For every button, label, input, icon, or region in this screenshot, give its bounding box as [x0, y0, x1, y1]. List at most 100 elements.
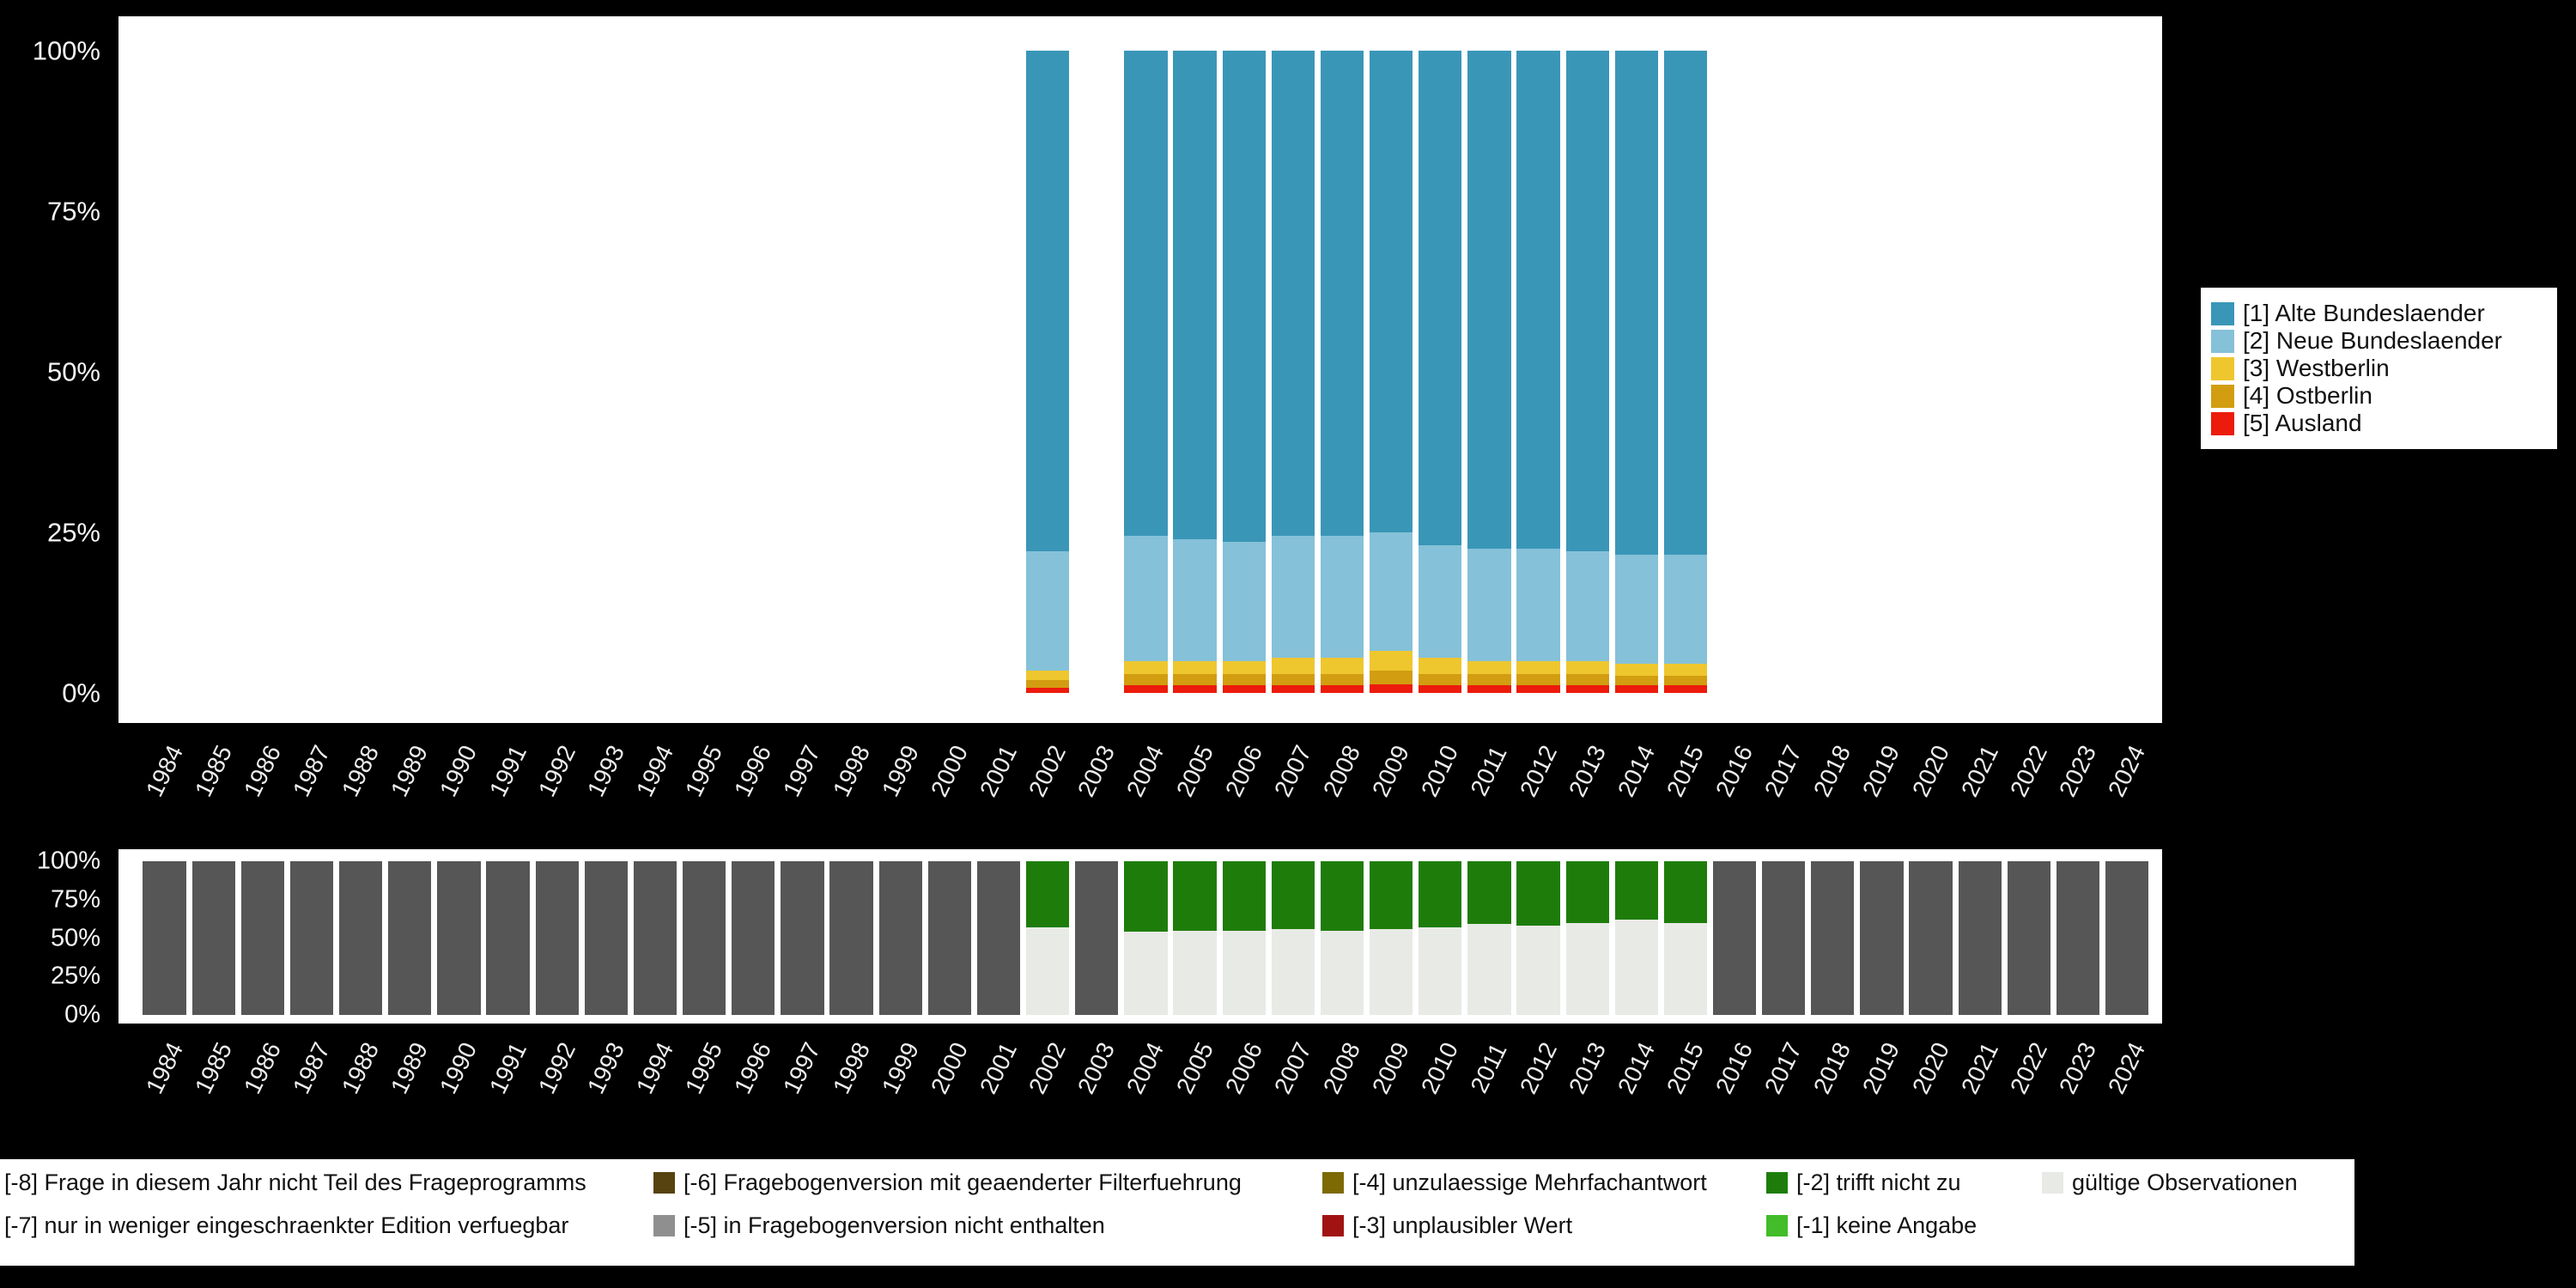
x-tick-label: 2012: [1514, 740, 1562, 801]
bar-segment: [1909, 861, 1953, 1015]
bar-segment: [1614, 51, 1658, 556]
bar-slot-2016: [1710, 51, 1759, 693]
bar-slot-2014: [1612, 861, 1661, 1015]
bar-segment: [1320, 861, 1364, 931]
bar-segment: [633, 861, 677, 1015]
bar-segment: [1369, 670, 1413, 685]
stacked-bar-1992: [536, 51, 579, 693]
y-tick-label: 0%: [64, 1000, 100, 1029]
x-tick-label: 2009: [1367, 740, 1415, 801]
bar-slot-2017: [1759, 861, 1808, 1015]
stacked-bar-1989: [388, 51, 431, 693]
region-legend-item: [3] Westberlin: [2211, 355, 2547, 382]
bar-segment: [1173, 673, 1217, 686]
y-tick-label: 25%: [46, 517, 100, 548]
x-tick-label: 2003: [1072, 740, 1121, 801]
bar-segment: [1467, 861, 1511, 925]
x-tick-label: 1994: [630, 1037, 679, 1098]
x-tick-2012: 2012: [1514, 1030, 1563, 1129]
x-tick-label: 1992: [532, 740, 580, 801]
bar-segment: [1320, 51, 1364, 536]
stacked-bar-2016: [1712, 861, 1757, 1015]
bar-slot-1991: [483, 51, 532, 693]
region-legend-item: [2] Neue Bundeslaender: [2211, 327, 2547, 355]
stacked-bar-1993: [584, 861, 628, 1015]
x-tick-2016: 2016: [1710, 1030, 1759, 1129]
bar-segment: [1173, 685, 1217, 693]
x-tick-label: 2012: [1514, 1037, 1562, 1098]
bar-slot-2014: [1612, 51, 1661, 693]
bar-slot-1990: [434, 861, 483, 1015]
stacked-bar-1991: [486, 51, 529, 693]
stacked-bar-1991: [486, 861, 530, 1015]
stacked-bar-2015: [1663, 51, 1708, 693]
x-tick-label: 1992: [532, 1037, 580, 1098]
missing-legend-item: [-5] in Fragebogenversion nicht enthalte…: [653, 1204, 1322, 1247]
stacked-bar-1986: [241, 51, 284, 693]
stacked-bar-1986: [240, 861, 284, 1015]
stacked-bar-2020: [1909, 861, 1953, 1015]
bar-slot-2012: [1514, 861, 1563, 1015]
bar-segment: [1124, 535, 1168, 661]
x-tick-2001: 2001: [974, 733, 1023, 832]
bar-slot-1990: [434, 51, 483, 693]
x-tick-2019: 2019: [1857, 733, 1906, 832]
x-tick-label: 2002: [1024, 740, 1072, 801]
x-tick-label: 1985: [189, 740, 237, 801]
legend-swatch: [2211, 411, 2234, 435]
x-tick-1990: 1990: [434, 733, 483, 832]
x-tick-label: 1997: [778, 740, 826, 801]
bar-segment: [1614, 920, 1658, 1015]
bar-segment: [1124, 685, 1168, 693]
x-tick-label: 1997: [778, 1037, 826, 1098]
y-tick-label: 100%: [32, 35, 100, 66]
region-legend-item: [4] Ostberlin: [2211, 382, 2547, 410]
bar-segment: [1271, 928, 1315, 1015]
bar-slot-1996: [729, 861, 778, 1015]
x-tick-2023: 2023: [2053, 733, 2102, 832]
bar-segment: [1811, 861, 1855, 1015]
stacked-bar-2005: [1173, 861, 1217, 1015]
bar-segment: [1712, 861, 1757, 1015]
bar-segment: [1222, 930, 1266, 1015]
bar-slot-1994: [630, 51, 679, 693]
legend-label: [2] Neue Bundeslaender: [2243, 327, 2502, 354]
x-tick-label: 1990: [434, 740, 483, 801]
bar-slot-1998: [827, 861, 876, 1015]
stacked-bar-2002: [1025, 51, 1070, 693]
x-tick-2004: 2004: [1121, 1030, 1170, 1129]
stacked-bar-1989: [388, 861, 432, 1015]
stacked-bar-1998: [829, 861, 873, 1015]
x-tick-label: 2010: [1416, 740, 1464, 801]
x-tick-2000: 2000: [925, 1030, 974, 1129]
x-tick-2018: 2018: [1808, 1030, 1857, 1129]
bar-segment: [1419, 545, 1462, 658]
x-tick-label: 1987: [287, 1037, 336, 1098]
stacked-bar-1993: [585, 51, 628, 693]
x-tick-1988: 1988: [337, 733, 386, 832]
bar-slot-2012: [1514, 51, 1563, 693]
stacked-bar-2013: [1565, 861, 1609, 1015]
x-tick-label: 1993: [581, 740, 629, 801]
x-tick-1996: 1996: [729, 1030, 778, 1129]
bar-segment: [437, 861, 481, 1015]
x-tick-label: 2011: [1465, 741, 1513, 800]
bar-segment: [1222, 660, 1266, 674]
stacked-bar-2021: [1959, 51, 2002, 693]
x-tick-2007: 2007: [1268, 1030, 1317, 1129]
x-tick-label: 2017: [1759, 740, 1807, 801]
x-tick-label: 2006: [1219, 1037, 1267, 1098]
missing-chart-panel: [118, 849, 2162, 1024]
bar-segment: [1271, 51, 1315, 536]
bar-slot-2011: [1465, 51, 1514, 693]
bar-segment: [1467, 924, 1511, 1015]
bar-slot-1995: [680, 861, 729, 1015]
bar-slot-2002: [1024, 51, 1072, 693]
x-tick-label: 2008: [1317, 740, 1366, 801]
x-tick-label: 2008: [1317, 1037, 1366, 1098]
stacked-bar-1994: [634, 51, 677, 693]
x-tick-1993: 1993: [581, 733, 630, 832]
bar-segment: [1958, 861, 2002, 1015]
bar-segment: [682, 861, 726, 1015]
bar-segment: [1419, 657, 1462, 674]
